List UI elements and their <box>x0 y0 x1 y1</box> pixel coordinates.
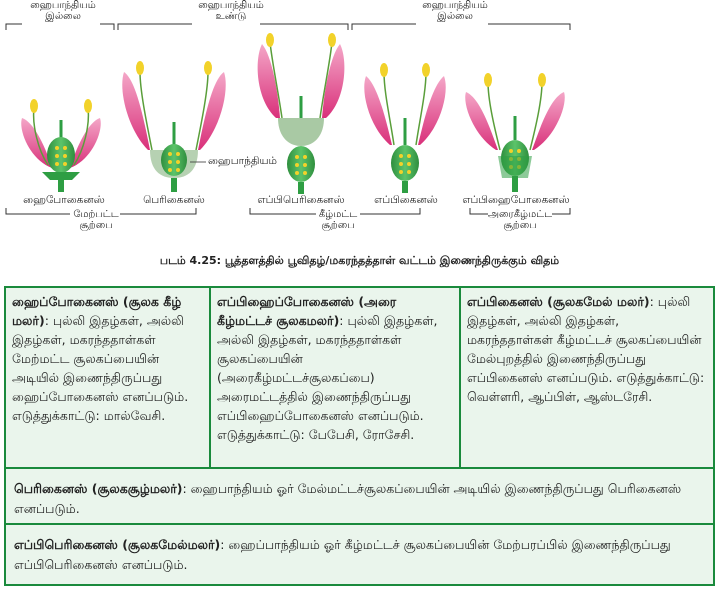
hypanthium-callout: ஹைபாந்தியம் <box>208 155 277 167</box>
flower-figure: ஹைபாந்தியம் இல்லை ஹைபாந்தியம் உண்டு ஹைபா… <box>0 0 719 260</box>
ovary-label-line2: சூற்பை <box>321 220 355 231</box>
ovary-label-superior: மேற்பட்ட சூற்பை <box>68 209 124 231</box>
table-row: ஹைப்போகைனஸ் (சூலக கீழ் மலர்): புல்லி இதழ… <box>6 288 713 469</box>
flower-epiperigynous <box>257 33 345 194</box>
definition-perigynous: : ஹைபாந்தியம் ஓர் மேல்மட்டச்சூலகப்பையின்… <box>14 481 682 516</box>
cell-epihypogynous: எப்பிஹைப்போகைனஸ் (அரை கீழ்மட்டச் சூலகமலர… <box>211 288 461 469</box>
bracket-label-hypanthium-absent-2: ஹைபாந்தியம் இல்லை <box>410 0 500 22</box>
ovary-label-inferior: கீழ்மட்ட சூற்பை <box>312 209 364 231</box>
bottom-brackets <box>5 208 571 215</box>
flower-epigynous <box>364 63 446 193</box>
cell-hypogynous: ஹைப்போகைனஸ் (சூலக கீழ் மலர்): புல்லி இதழ… <box>6 288 211 469</box>
bracket-label-line1: ஹைபாந்தியம் <box>422 0 488 11</box>
flower-perigynous <box>122 61 226 192</box>
definition-hypogynous: : புல்லி இதழ்கள், அல்லி இதழ்கள், மகரந்தத… <box>12 313 189 423</box>
ovary-label-line1: கீழ்மட்ட <box>318 209 358 220</box>
bracket-label-line2: இல்லை <box>45 11 81 22</box>
term-perigynous: பெரிகைனஸ் (சூலகசூழ்மலர்) <box>14 481 183 496</box>
ovary-label-half-inferior: அரைகீழ்மட்ட சூற்பை <box>484 209 556 231</box>
bracket-middle <box>117 23 349 30</box>
label-perigynous: பெரிகைனஸ் <box>143 194 205 206</box>
definition-epiperigynous: : ஹைப்பாந்தியம் ஓர் கீழ்மட்டச் சூலகப்பைய… <box>14 537 671 572</box>
label-epiperigynous: எப்பிபெரிகைனஸ் <box>257 194 345 206</box>
definition-epihypogynous: : புல்லி இதழ்கள், அல்லி இதழ்கள், மகரந்தத… <box>217 313 438 442</box>
ovary-label-line2: சூற்பை <box>79 220 113 231</box>
bracket-label-line2: உண்டு <box>215 11 247 22</box>
ovary-label-line2: சூற்பை <box>503 220 537 231</box>
ovary-label-line1: மேற்பட்ட <box>73 209 119 220</box>
flower-diagram-svg <box>5 23 571 215</box>
bracket-label-hypanthium-present: ஹைபாந்தியம் உண்டு <box>186 0 276 22</box>
bracket-label-line1: ஹைபாந்தியம் <box>30 0 96 11</box>
bracket-label-hypanthium-absent: ஹைபாந்தியம் இல்லை <box>18 0 108 22</box>
flower-epihypogynous <box>465 73 565 192</box>
ovary-label-line1: அரைகீழ்மட்ட <box>487 209 553 220</box>
label-epihypogynous: எப்பிஹைபோகைனஸ் <box>462 194 570 206</box>
table-row-epiperigynous: எப்பிபெரிகைனஸ் (சூலகமேல்மலர்): ஹைப்பாந்த… <box>6 527 713 584</box>
bracket-right <box>351 23 571 30</box>
table-row-perigynous: பெரிகைனஸ் (சூலகசூழ்மலர்): ஹைபாந்தியம் ஓர… <box>6 471 713 525</box>
term-hypogynous: ஹைப்போகைனஸ் (சூலக கீழ் மலர்) <box>12 294 182 328</box>
term-epihypogynous: எப்பிஹைப்போகைனஸ் (அரை கீழ்மட்டச் சூலகமலர… <box>217 294 397 328</box>
cell-epigynous: எப்பிகைனஸ் (சூலகமேல் மலர்): புல்லி இதழ்க… <box>461 288 713 469</box>
bracket-label-line1: ஹைபாந்தியம் <box>198 0 264 11</box>
figure-caption: படம் 4.25: பூத்தளத்தில் பூவிதழ்/மகரந்தத்… <box>159 254 560 267</box>
label-hypogynous: ஹைபோகைனஸ் <box>23 194 105 206</box>
term-epiperigynous: எப்பிபெரிகைனஸ் (சூலகமேல்மலர்) <box>14 537 221 552</box>
flower-hypogynous <box>21 99 101 192</box>
term-epigynous: எப்பிகைனஸ் (சூலகமேல் மலர்) <box>467 294 650 309</box>
bracket-left <box>5 23 115 30</box>
bracket-label-line2: இல்லை <box>437 11 473 22</box>
definitions-table: ஹைப்போகைனஸ் (சூலக கீழ் மலர்): புல்லி இதழ… <box>4 286 715 586</box>
definition-epigynous: : புல்லி இதழ்கள், அல்லி இதழ்கள், மகரந்தத… <box>467 294 705 404</box>
label-epigynous: எப்பிகைனஸ் <box>374 194 438 206</box>
